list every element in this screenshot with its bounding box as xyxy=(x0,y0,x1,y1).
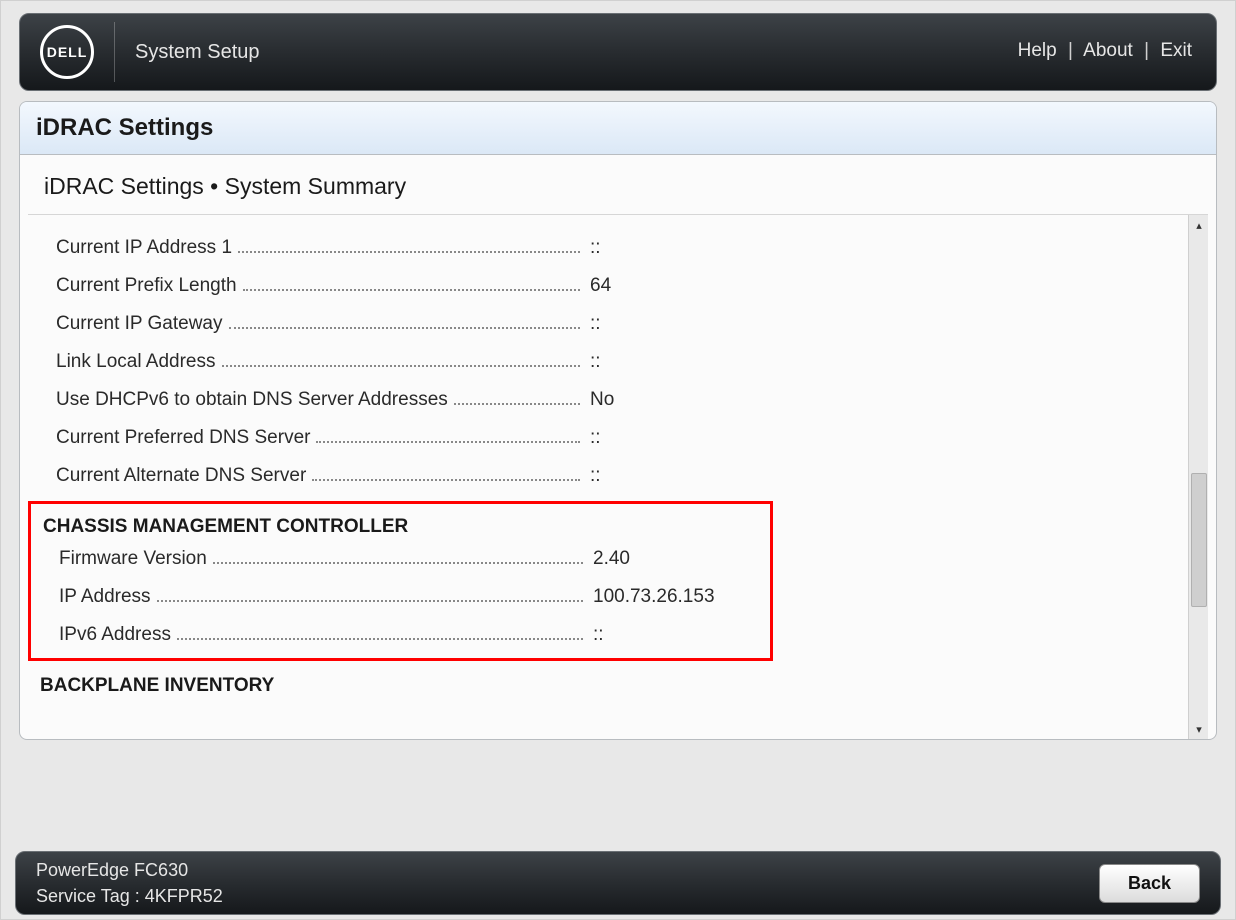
breadcrumb: iDRAC Settings • System Summary xyxy=(28,155,1208,215)
exit-link[interactable]: Exit xyxy=(1160,40,1192,61)
dotted-leader xyxy=(222,365,581,367)
setting-value: 64 xyxy=(586,271,611,301)
about-link[interactable]: About xyxy=(1083,40,1133,61)
setting-label: Use DHCPv6 to obtain DNS Server Addresse… xyxy=(56,385,448,415)
dotted-leader xyxy=(229,327,580,329)
setting-row: Current IP Address 1:: xyxy=(28,229,1188,267)
setting-row: IP Address 100.73.26.153 xyxy=(31,578,770,616)
setting-label: Current IP Gateway xyxy=(56,309,223,339)
setting-label: Current IP Address 1 xyxy=(56,233,232,263)
setting-value: 100.73.26.153 xyxy=(589,582,715,612)
settings-list: Current IP Address 1::Current Prefix Len… xyxy=(28,215,1188,739)
setting-label: Current Preferred DNS Server xyxy=(56,423,310,453)
setting-value: :: xyxy=(586,461,601,491)
dotted-leader xyxy=(157,600,583,602)
setting-row: IPv6 Address:: xyxy=(31,616,770,654)
setting-row: Use DHCPv6 to obtain DNS Server Addresse… xyxy=(28,381,1188,419)
setting-value: 2.40 xyxy=(589,544,630,574)
scrollbar-thumb[interactable] xyxy=(1191,473,1207,607)
setting-row: Firmware Version 2.40 xyxy=(31,540,770,578)
setting-row: Current IP Gateway:: xyxy=(28,305,1188,343)
setting-value: :: xyxy=(586,233,601,263)
dotted-leader xyxy=(316,441,580,443)
help-link[interactable]: Help xyxy=(1018,40,1057,61)
link-separator: | xyxy=(1068,40,1073,61)
setting-label: Current Alternate DNS Server xyxy=(56,461,306,491)
cmc-highlight-box: CHASSIS MANAGEMENT CONTROLLERFirmware Ve… xyxy=(28,501,773,661)
setting-value: :: xyxy=(586,309,601,339)
dotted-leader xyxy=(312,479,580,481)
dotted-leader xyxy=(238,251,580,253)
setting-row: Current Alternate DNS Server:: xyxy=(28,457,1188,495)
dotted-leader xyxy=(213,562,583,564)
scroll-up-icon[interactable]: ▴ xyxy=(1189,215,1209,235)
setting-label: Current Prefix Length xyxy=(56,271,237,301)
setting-row: Current Preferred DNS Server:: xyxy=(28,419,1188,457)
setting-value: No xyxy=(586,385,614,415)
setting-value: :: xyxy=(586,347,601,377)
dotted-leader xyxy=(243,289,580,291)
setting-label: Link Local Address xyxy=(56,347,216,377)
top-header: DELL System Setup Help | About | Exit xyxy=(19,13,1217,91)
section-header-backplane: BACKPLANE INVENTORY xyxy=(28,667,1188,699)
scroll-down-icon[interactable]: ▾ xyxy=(1189,719,1209,739)
section-header-cmc: CHASSIS MANAGEMENT CONTROLLER xyxy=(31,508,770,540)
setting-label: IP Address xyxy=(59,582,151,612)
setting-row: Link Local Address:: xyxy=(28,343,1188,381)
footer-service-tag: Service Tag : 4KFPR52 xyxy=(36,883,223,909)
header-divider xyxy=(114,22,115,82)
setting-value: :: xyxy=(586,423,601,453)
settings-card: iDRAC Settings iDRAC Settings • System S… xyxy=(19,101,1217,740)
setting-label: Firmware Version xyxy=(59,544,207,574)
header-title: System Setup xyxy=(135,41,260,64)
back-button[interactable]: Back xyxy=(1099,864,1200,903)
footer-model: PowerEdge FC630 xyxy=(36,857,223,883)
footer-bar: PowerEdge FC630 Service Tag : 4KFPR52 Ba… xyxy=(15,851,1221,915)
link-separator: | xyxy=(1144,40,1149,61)
dell-logo-icon: DELL xyxy=(40,25,94,79)
dotted-leader xyxy=(454,403,580,405)
header-links: Help | About | Exit xyxy=(1018,40,1192,62)
card-title: iDRAC Settings xyxy=(20,102,1216,155)
setting-row: Current Prefix Length 64 xyxy=(28,267,1188,305)
setting-label: IPv6 Address xyxy=(59,620,171,650)
scrollbar[interactable]: ▴ ▾ xyxy=(1188,215,1208,739)
setting-value: :: xyxy=(589,620,604,650)
dotted-leader xyxy=(177,638,583,640)
